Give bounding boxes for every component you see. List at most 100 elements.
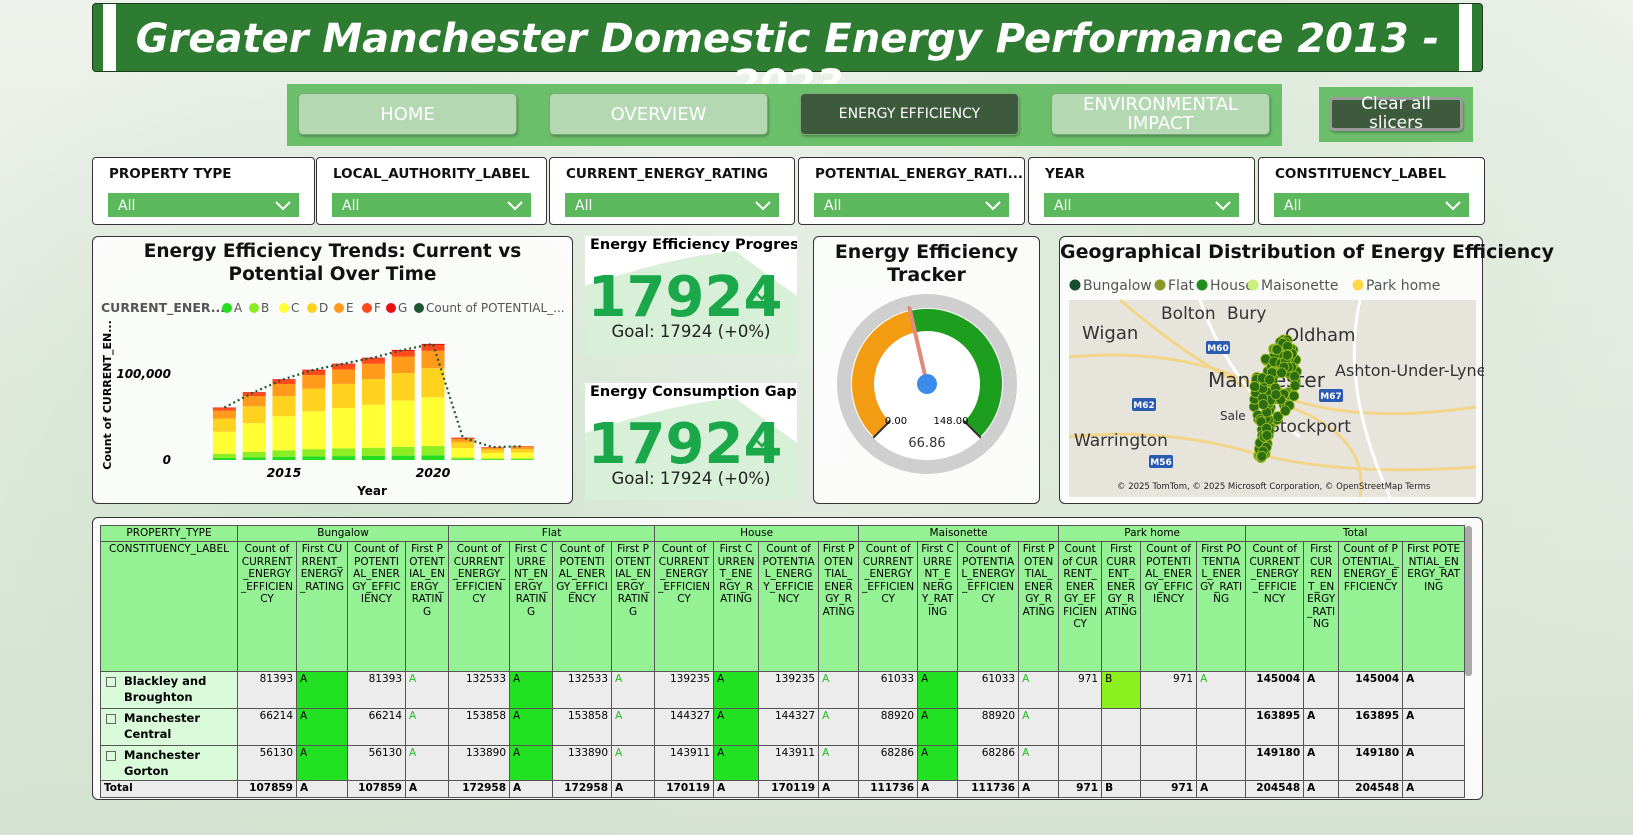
count-cell: 153858 — [448, 708, 511, 746]
rating-cell — [1196, 745, 1247, 781]
expand-icon — [106, 713, 116, 724]
clear-slicers-button[interactable]: Clear all slicers — [1329, 95, 1463, 133]
legend-swatch — [307, 303, 317, 313]
count-cell: 144327 — [758, 708, 820, 746]
rating-cell: A — [1402, 745, 1466, 781]
bar-segment — [361, 404, 385, 448]
bar-segment — [421, 343, 445, 346]
data-row: Manchester Central 66214 A 66214 A 153858 A 153… — [100, 708, 1466, 746]
kpi-title: Energy Efficiency Progress — [590, 237, 797, 253]
bar-segment — [361, 379, 385, 405]
corner-header: CONSTITUENCY_LABEL — [100, 541, 238, 672]
gauge-rest-arc — [910, 309, 1002, 438]
legend-label: Count of POTENTIAL_... — [426, 301, 565, 315]
bar-segment — [481, 447, 505, 450]
count-cell: 153858 — [552, 708, 613, 746]
rating-cell: A — [611, 780, 656, 798]
map-place: Bury — [1227, 304, 1267, 324]
bar-segment — [242, 457, 266, 460]
legend-swatch — [334, 303, 344, 313]
map-attribution: © 2025 TomTom, © 2025 Microsoft Corporat… — [1117, 482, 1431, 492]
slicer-dropdown[interactable]: All — [1273, 192, 1470, 218]
corner-header: PROPERTY_TYPE — [100, 525, 238, 542]
bar-segment — [451, 439, 475, 443]
rating-cell: A — [404, 745, 450, 781]
kpi-goal: Goal: 17924 (+0%) — [612, 322, 771, 341]
header-bar: Greater Manchester Domestic Energy Perfo… — [92, 3, 1483, 108]
slicer-dropdown[interactable]: All — [564, 192, 780, 218]
gauge-max-label: 148.00 — [934, 416, 969, 427]
slicer: CURRENT_ENERGY_RATING All — [549, 157, 795, 225]
gauge-tick — [872, 420, 891, 439]
y-tick-label: 100,000 — [116, 367, 171, 381]
chevron — [507, 201, 523, 211]
map-legend-label: Maisonette — [1261, 278, 1339, 294]
rating-cell: A — [1018, 745, 1060, 781]
slicer-dropdown[interactable]: All — [331, 192, 532, 218]
legend-label: B — [261, 301, 269, 315]
rating-cell: A — [1402, 780, 1466, 798]
legend-label: G — [398, 301, 407, 315]
count-cell: 56130 — [237, 745, 297, 781]
slicer-label: PROPERTY TYPE — [109, 166, 232, 182]
row-label: Manchester Central — [100, 708, 238, 746]
column-header: Count of CURRENT_ENERGY_EFFICIENCY — [1245, 541, 1305, 672]
map-point — [1288, 390, 1300, 402]
nav-button[interactable]: ENERGY EFFICIENCY — [800, 93, 1019, 135]
map-point — [1261, 430, 1273, 441]
nav-button[interactable]: OVERVIEW — [549, 93, 768, 135]
bar-segment — [212, 407, 236, 409]
bar-segment — [481, 449, 505, 454]
slicer-dropdown[interactable]: All — [1043, 192, 1240, 218]
count-cell: 81393 — [347, 671, 406, 709]
slicer: PROPERTY TYPE All — [92, 157, 315, 225]
bar-segment — [272, 396, 296, 417]
bar-segment — [212, 431, 236, 454]
chevron — [985, 201, 1001, 211]
map-place: Warrington — [1074, 431, 1168, 451]
column-header: Count of POTENTIAL_ENERGY_EFFICIENCY — [957, 541, 1020, 672]
slicer-dropdown[interactable]: All — [107, 192, 300, 218]
trend-title: Energy Efficiency Trends: Current vs Pot… — [143, 241, 522, 285]
bar-segment — [332, 456, 356, 460]
rating-cell: A — [404, 708, 450, 746]
rating-cell: A — [917, 671, 959, 709]
map-legend-swatch — [1154, 279, 1166, 291]
nav-button[interactable]: HOME — [298, 93, 517, 135]
nav-button[interactable]: ENVIRONMENTAL IMPACT — [1051, 93, 1270, 135]
rating-cell — [1196, 708, 1247, 746]
kpi-value: 17924 — [588, 412, 783, 477]
count-cell: 139235 — [654, 671, 715, 709]
bar-segment — [332, 369, 356, 384]
chevron-path — [507, 201, 523, 211]
map-point — [1289, 370, 1300, 382]
count-cell — [1140, 745, 1198, 781]
kpi-card: Energy Consumption Gap 17924 Goal: 17924 (… — [585, 383, 797, 500]
bar-segment — [272, 450, 296, 457]
rating-cell: A — [818, 745, 860, 781]
map-point — [1281, 349, 1293, 361]
rating-cell: A — [1018, 708, 1060, 746]
count-cell: 170119 — [654, 780, 715, 798]
map-road — [1068, 432, 1477, 472]
legend-label: F — [374, 301, 381, 315]
bar-segment — [510, 449, 534, 453]
rating-cell: A — [713, 780, 760, 798]
column-header: First CURRENT_ENERGY_RATING — [713, 541, 760, 672]
rating-cell: A — [917, 708, 959, 746]
rating-cell: A — [296, 745, 348, 781]
bar-segment — [302, 375, 326, 389]
chevron — [1445, 201, 1461, 211]
row-label-text: Manchester Central — [124, 711, 201, 741]
gauge-tick — [963, 420, 982, 439]
column-header: First CURRENT_ENERGY_RATING — [296, 541, 348, 672]
legend-label: D — [319, 301, 328, 315]
rating-cell: A — [509, 745, 554, 781]
bar-segment — [212, 418, 236, 432]
bar-segment — [451, 437, 475, 440]
slicer-dropdown[interactable]: All — [813, 192, 1010, 218]
map-legend-swatch — [1247, 279, 1259, 291]
rating-cell: A — [1196, 780, 1247, 798]
bar-segment — [332, 363, 356, 365]
bar-segment — [391, 373, 415, 401]
